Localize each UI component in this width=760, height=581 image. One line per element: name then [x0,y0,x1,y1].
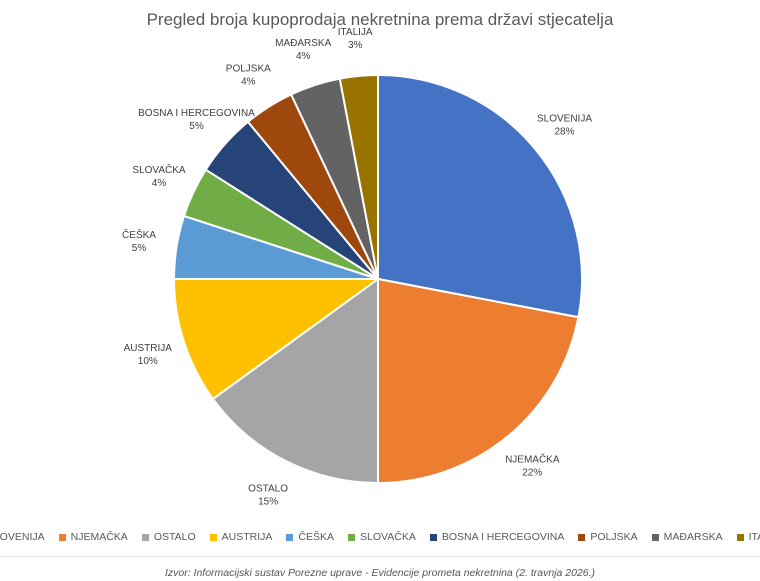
slice-label-name: SLOVENIJA [537,114,592,125]
legend-item-slovacka: SLOVAČKA [348,531,416,543]
legend-item-bosna-i-hercegovina: BOSNA I HERCEGOVINA [429,531,565,543]
slice-label-name: MAĐARSKA [275,38,331,49]
slice-label-name: ITALIJA [338,27,373,38]
legend-item-italija: ITALIJA [736,531,760,543]
legend-label: NJEMAČKA [70,531,128,543]
divider [0,556,760,557]
slice-label-name: AUSTRIJA [124,343,173,354]
pie-slice-ostalo [211,277,379,485]
legend-swatch [141,533,149,541]
slice-label-value: 10% [138,356,158,367]
slice-label-name: SLOVAČKA [132,163,185,176]
legend-label: ITALIJA [748,531,760,543]
pie-slice-italija [338,73,379,280]
slice-label-value: 3% [348,40,363,51]
slice-label-name: POLJSKA [226,64,271,75]
legend-item-ceska: ČEŠKA [286,531,334,543]
slice-label-value: 28% [554,127,574,138]
legend-label: BOSNA I HERCEGOVINA [441,531,565,543]
slice-label-value: 4% [241,77,256,88]
legend-item-ostalo: OSTALO [141,531,196,543]
legend-label: POLJSKA [590,531,638,543]
legend-swatch [651,533,659,541]
slice-label-name: NJEMAČKA [505,453,560,466]
slice-label-name: ČEŠKA [122,228,156,241]
legend-item-austrija: AUSTRIJA [209,531,273,543]
legend-label: ČEŠKA [298,531,335,543]
slice-label-value: 4% [152,178,167,189]
legend-swatch [348,533,356,541]
pie-slice-slovenija [377,73,583,319]
slice-label-name: BOSNA I HERCEGOVINA [138,108,255,119]
slice-label-value: 5% [189,121,204,132]
pie-slice-njemacka [377,277,580,485]
legend-swatch [736,533,744,541]
slice-label-value: 15% [258,497,278,508]
legend-swatch [286,533,294,541]
pie-slice-austrija [172,278,382,401]
legend-item-njemacka: NJEMAČKA [58,531,128,543]
legend-swatch [209,533,217,541]
legend-swatch [58,533,66,541]
slice-label-value: 5% [132,243,147,254]
legend-label: MAĐARSKA [663,531,723,543]
legend-item-madarska: MAĐARSKA [651,531,723,543]
legend-swatch [429,533,437,541]
slice-label-value: 4% [296,51,311,62]
chart-legend: SLOVENIJA NJEMAČKA OSTALO AUSTRIJA ČEŠKA SLOV… [0,531,760,543]
chart-title: Pregled broja kupoprodaja nekretnina pre… [146,10,614,29]
legend-label: SLOVAČKA [360,531,416,543]
source-note: Izvor: Informacijski sustav Porezne upra… [164,567,596,579]
legend-label: SLOVENIJA [0,531,45,543]
pie-chart: SLOVENIJA 28% NJEMAČKA 22% OSTALO 15% AUSTRIJA… [122,27,592,508]
legend-label: AUSTRIJA [221,531,273,543]
legend-swatch [578,533,586,541]
slice-label-name: OSTALO [248,484,288,495]
legend-label: OSTALO [153,531,196,543]
slice-label-value: 22% [522,468,542,479]
legend-item-poljska: POLJSKA [578,531,638,543]
legend-item-slovenija: SLOVENIJA [0,531,45,543]
